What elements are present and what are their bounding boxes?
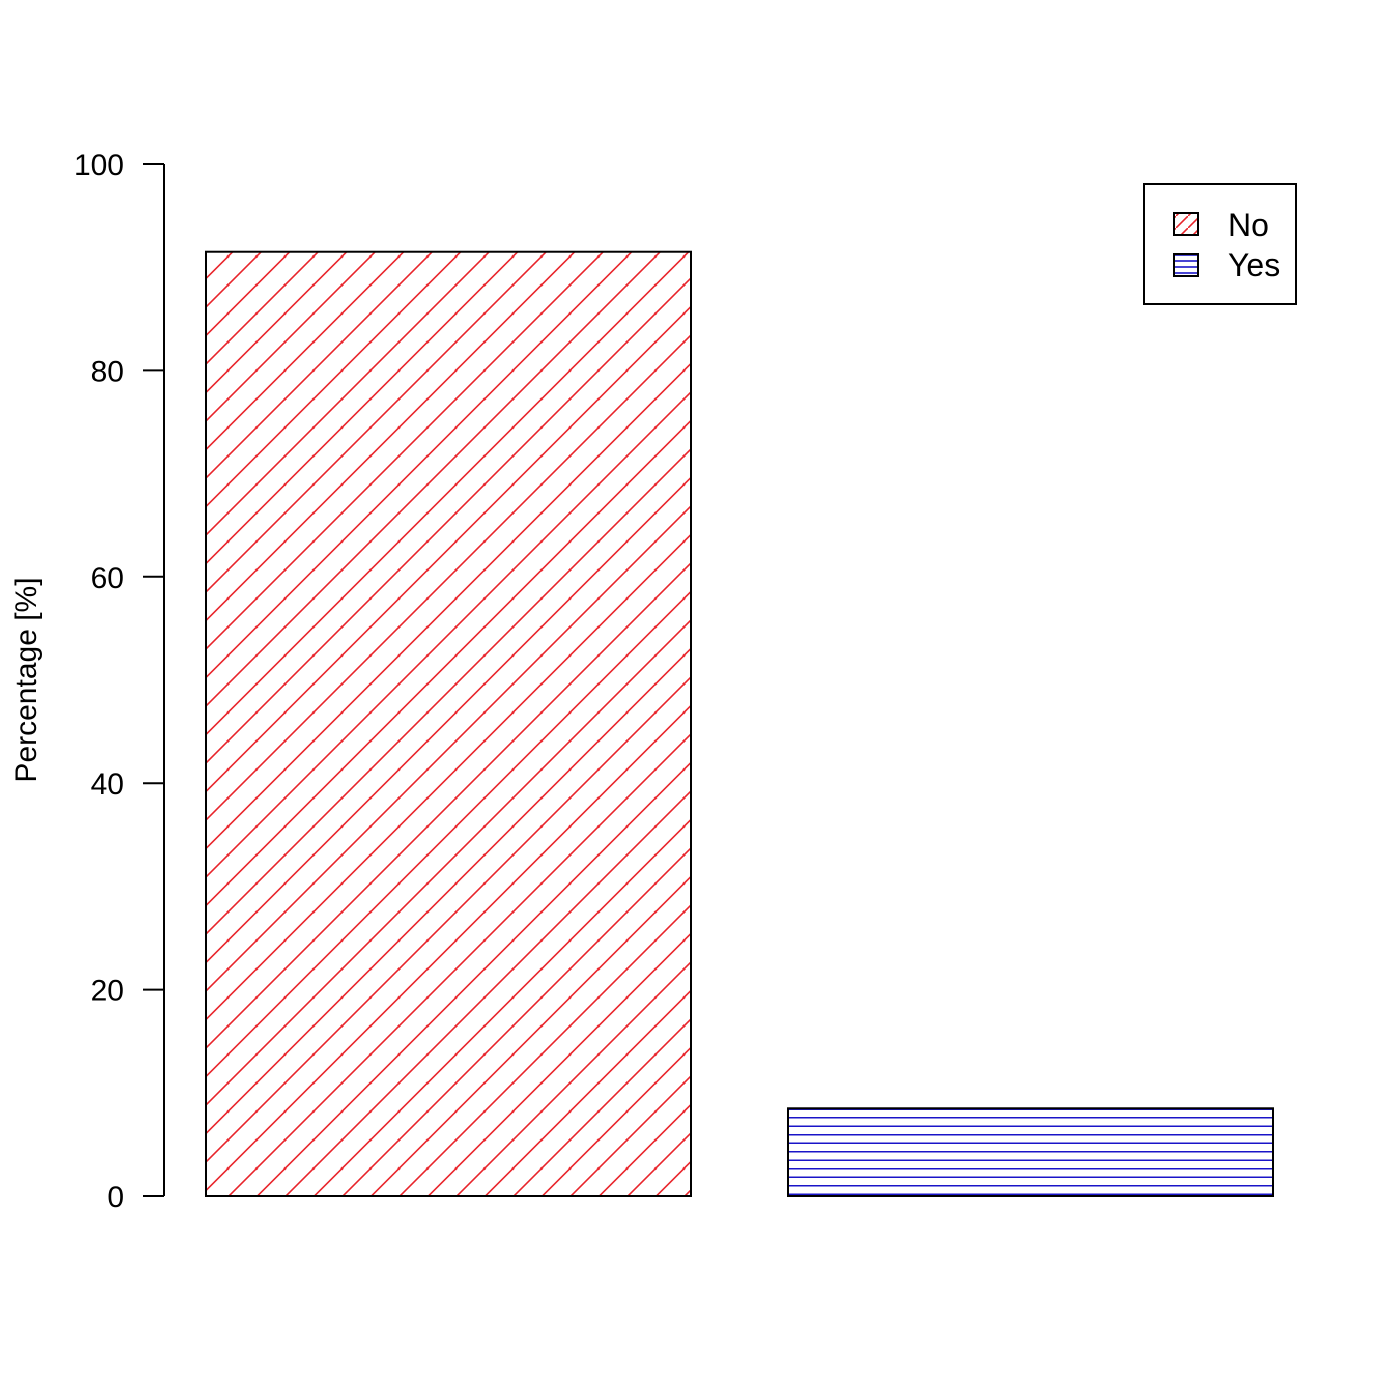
y-axis-label: Percentage [%] xyxy=(10,577,43,782)
legend-label-yes: Yes xyxy=(1228,247,1280,283)
y-tick-label: 40 xyxy=(91,768,124,801)
bar-yes xyxy=(787,1107,1274,1198)
bars xyxy=(205,250,1274,1198)
legend-box xyxy=(1143,183,1297,305)
legend-label-no: No xyxy=(1228,207,1269,243)
legend-swatch-no xyxy=(1173,212,1199,236)
y-axis: 0 20 40 60 80 100 xyxy=(74,149,165,1214)
y-tick-label: 60 xyxy=(91,562,124,595)
y-tick-label: 20 xyxy=(91,975,124,1008)
legend-swatch-yes xyxy=(1173,253,1199,277)
y-tick-label: 80 xyxy=(91,355,124,388)
y-tick-label: 100 xyxy=(74,149,124,182)
legend: No Yes xyxy=(1143,183,1297,305)
y-tick-label: 0 xyxy=(107,1181,124,1214)
bar-no xyxy=(205,250,692,1198)
